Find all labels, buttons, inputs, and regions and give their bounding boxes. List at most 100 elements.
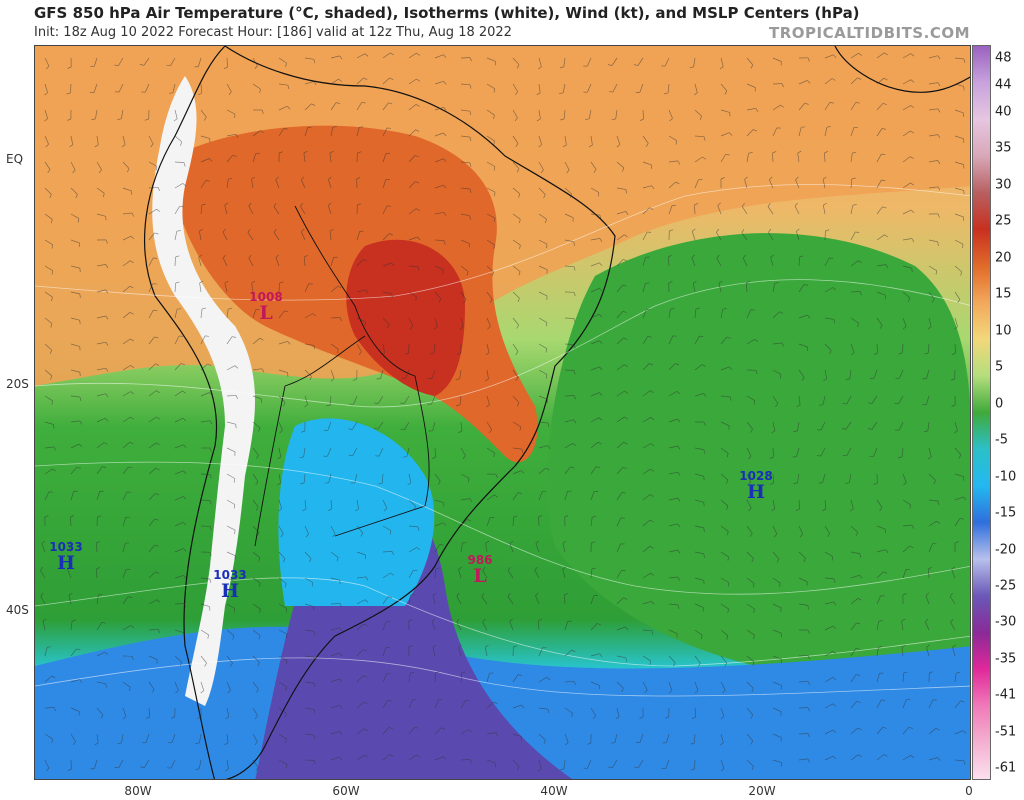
brand-watermark: TROPICALTIDBITS.COM [769,24,970,42]
wind-barb-flag [698,663,701,667]
wind-barb [278,603,287,609]
wind-barb [67,569,72,579]
wind-barb [200,363,208,371]
wind-barb-flag [155,571,160,574]
wind-barb-flag [200,690,205,694]
wind-barb [928,291,935,300]
wind-barb-flag [313,656,316,661]
wind-barb-flag [753,400,756,405]
wind-barb [639,733,644,743]
wind-barb [330,55,340,59]
wind-barb [512,447,522,450]
wind-barb [252,447,259,456]
wind-barb [772,57,782,62]
wind-barb-flag [156,208,161,212]
wind-barb [642,309,647,319]
wind-barb [642,545,651,553]
wind-barb [198,257,202,267]
wind-barb-flag [755,370,758,375]
wind-barb-flag [937,500,940,505]
wind-barb-flag [223,66,228,70]
wind-barb-flag [902,593,907,596]
wind-barb [512,733,522,737]
wind-barb [174,444,184,449]
wind-barb [741,232,748,241]
wind-barb [200,135,210,139]
wind-barb [408,129,416,137]
wind-barb [44,239,53,245]
wind-barb [954,291,961,300]
wind-barb [746,129,754,137]
wind-barb [564,395,575,397]
wind-barb-flag [76,466,81,469]
wind-barb-flag [390,572,395,576]
wind-barb-flag [923,430,928,433]
wind-barb [590,517,593,527]
wind-barb [746,153,749,163]
wind-barb-flag [125,542,130,544]
wind-barb-flag [752,583,755,588]
wind-barb [824,54,834,59]
wind-barb [746,707,754,716]
wind-barb [538,395,548,400]
wind-barb-flag [911,238,915,243]
wind-barb-flag [339,580,341,585]
wind-barb-flag [624,234,628,238]
wind-barb [199,283,202,293]
wind-barb [382,727,390,735]
wind-barb-flag [209,420,213,425]
wind-barb-flag [485,644,489,648]
wind-barb-flag [753,635,755,640]
wind-barb-flag [462,541,467,544]
wind-barb-flag [53,446,57,451]
wind-barb [564,680,575,683]
wind-barb-flag [408,619,413,622]
wind-barb-flag [46,767,50,772]
wind-barb-flag [597,192,600,197]
wind-barb-flag [669,229,674,232]
wind-barb-flag [105,315,109,320]
wind-barb [720,499,729,507]
wind-barb [538,291,548,297]
wind-barb-flag [130,338,134,342]
wind-barb [668,309,671,319]
wind-barb [928,108,938,111]
wind-barb [44,707,55,709]
wind-barb [850,317,859,324]
wind-barb-flag [456,618,460,623]
wind-barb-flag [52,468,56,472]
wind-barb [330,78,339,85]
wind-barb [694,603,704,608]
wind-barb-flag [726,336,731,339]
wind-barb-flag [204,117,207,121]
wind-barb-flag [287,85,290,90]
wind-barb [304,629,314,632]
wind-barb [278,681,287,688]
wind-barb [668,549,678,553]
wind-barb [746,108,756,111]
wind-barb-flag [937,213,940,218]
wind-barb-flag [727,608,729,613]
wind-barb [772,733,782,738]
wind-barb-flag [855,531,858,536]
high-pressure-marker: H [747,481,765,503]
wind-barb-flag [651,601,655,605]
wind-barb [482,569,488,579]
wind-barb-flag [416,52,421,56]
wind-barb-flag [702,156,707,160]
wind-barb [746,733,754,742]
wind-barb [954,83,964,87]
wind-barb-flag [198,254,203,258]
wind-barb-flag [482,566,486,571]
wind-barb-flag [566,169,570,174]
wind-barb [642,417,651,423]
wind-barb-flag [910,105,915,109]
wind-barb-flag [804,102,809,105]
wind-barb [642,363,650,371]
wind-barb-flag [327,508,332,512]
wind-barb-flag [832,287,837,291]
wind-barb [772,551,780,560]
wind-barb-flag [622,310,627,313]
wind-barb [226,707,230,717]
wind-barb-flag [439,544,444,546]
